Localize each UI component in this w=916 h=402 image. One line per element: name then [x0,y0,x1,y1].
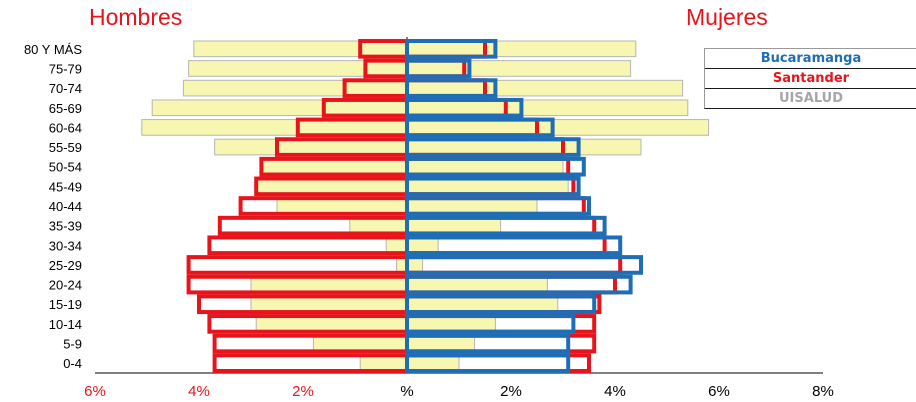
bar-uisalud-women [406,335,476,352]
legend-box: Bucaramanga Santander UISALUD [704,48,916,109]
bar-uisalud-women [406,276,548,293]
y-tick-label: 10-14 [49,317,82,332]
bar-bucaramanga-women [405,294,597,315]
bar-bucaramanga-women [405,58,472,79]
bar-uisalud-men [250,295,408,313]
x-tick-label: 6% [708,383,730,400]
bar-uisalud-men [214,138,408,156]
bar-bucaramanga-women [405,235,623,256]
y-tick-label: 30-34 [49,238,82,253]
bar-uisalud-women [406,79,684,97]
bar-uisalud-women [406,256,424,274]
bar-uisalud-women [406,158,564,176]
legend-item-bucaramanga: Bucaramanga [705,49,916,68]
bar-uisalud-women [406,217,502,234]
bar-uisalud-women [406,354,460,372]
bar-uisalud-men [151,99,408,117]
x-tick-label: 4% [188,383,210,400]
bar-uisalud-men [255,315,408,333]
y-tick-label: 0-4 [63,356,82,371]
y-tick-label: 70-74 [49,81,82,96]
bar-bucaramanga-women [405,314,576,334]
x-tick-label: 6% [84,383,106,400]
bar-uisalud-men [260,158,408,176]
bar-bucaramanga-women [405,274,633,295]
y-tick-label: 5-9 [63,337,82,352]
bar-bucaramanga-women [405,215,607,236]
legend: Bucaramanga Santander UISALUD [704,48,916,109]
bar-uisalud-men [250,276,408,293]
bar-uisalud-women [406,315,496,333]
bar-bucaramanga-women [405,78,498,98]
bar-bucaramanga-women [405,333,571,354]
y-tick-label: 35-39 [49,219,82,234]
bar-bucaramanga-women [405,255,643,275]
bar-uisalud-women [406,178,569,195]
bar-bucaramanga-women [405,156,586,177]
legend-item-santander: Santander [705,68,916,88]
y-tick-label: 45-49 [49,179,82,194]
x-tick-label: 2% [292,383,314,400]
chart-title-hombres: Hombres [89,4,183,30]
y-tick-label: 50-54 [49,160,82,175]
bar-bucaramanga-women [405,176,581,197]
y-tick-label: 40-44 [49,199,82,214]
y-tick-label: 25-29 [49,258,82,273]
x-tick-label: 4% [604,383,626,400]
bar-uisalud-men [276,197,408,215]
bar-santander-women [405,255,623,275]
y-tick-label: 65-69 [49,101,82,116]
bar-uisalud-men [193,40,408,58]
bar-uisalud-men [349,217,408,234]
bar-uisalud-women [406,197,538,215]
bar-bucaramanga-women [405,117,555,138]
y-tick-label: 15-19 [49,297,82,312]
bar-uisalud-women [406,40,637,58]
bar-uisalud-men [188,60,408,77]
bar-bucaramanga-women [405,196,591,216]
legend-item-uisalud: UISALUD [705,88,916,108]
y-tick-label: 75-79 [49,61,82,76]
y-tick-label: 55-59 [49,140,82,155]
bar-uisalud-women [406,60,632,77]
bar-uisalud-men [359,354,408,372]
bar-bucaramanga-women [405,97,524,118]
x-tick-label: 2% [500,383,522,400]
bar-uisalud-men [312,335,408,352]
bar-santander-men [186,255,409,275]
bar-uisalud-women [406,236,439,254]
bar-bucaramanga-women [405,137,581,157]
bar-uisalud-men [385,236,408,254]
bar-uisalud-women [406,295,559,313]
bar-bucaramanga-women [405,353,571,373]
bar-uisalud-men [182,79,408,97]
bar-uisalud-men [255,178,408,195]
bar-uisalud-women [406,119,710,136]
bar-santander-men [207,235,409,256]
chart-title-mujeres: Mujeres [686,4,768,30]
y-tick-label: 60-64 [49,120,82,135]
x-tick-label: % [400,383,413,400]
bar-uisalud-women [406,99,689,117]
y-tick-label: 80 Y MÁS [24,42,82,57]
bar-uisalud-men [141,119,408,136]
x-tick-label: 8% [812,383,834,400]
bar-uisalud-women [406,138,642,156]
bar-bucaramanga-women [405,39,498,59]
y-tick-label: 20-24 [49,278,82,293]
